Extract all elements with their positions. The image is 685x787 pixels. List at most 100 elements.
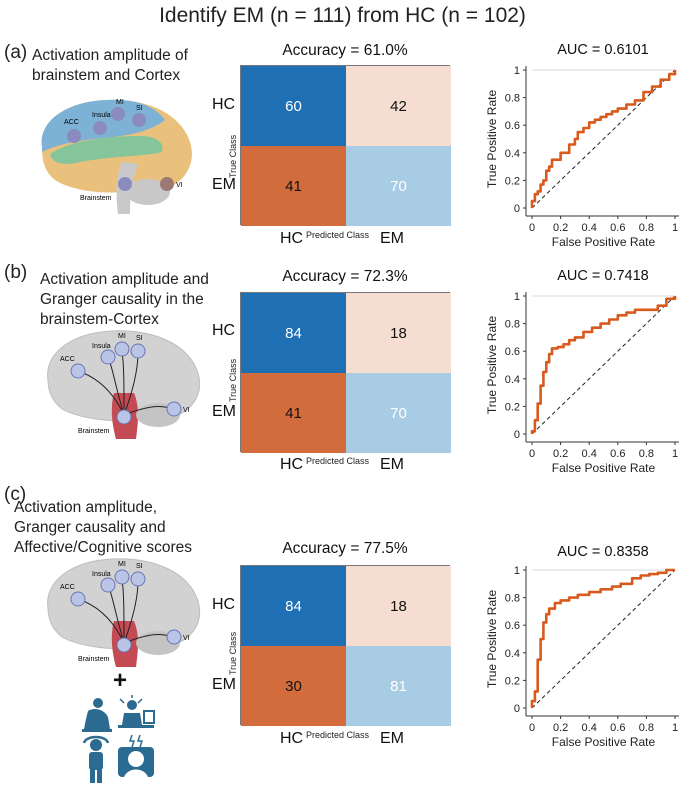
y-tick-label: 1 xyxy=(514,65,520,77)
y-tick-label: 1 xyxy=(514,291,520,303)
label-acc: ACC xyxy=(64,119,79,126)
roc-curve xyxy=(530,70,677,208)
vi-node-icon xyxy=(166,401,182,417)
x-tick-label: 1 xyxy=(672,722,678,734)
x-tick-label: 0.2 xyxy=(553,722,568,734)
label-brainstem: Brainstem xyxy=(78,428,110,435)
y-tick-label: 0.2 xyxy=(505,175,520,187)
cm-cell: 70 xyxy=(346,146,451,226)
anxious-person-icon xyxy=(82,735,110,783)
x-tick-label: 0.6 xyxy=(610,222,625,234)
col-label-em: EM xyxy=(380,230,404,247)
x-tick-label: 0.8 xyxy=(639,448,654,460)
y-tick-label: 0.2 xyxy=(505,401,520,413)
cm-cell: 18 xyxy=(346,566,451,646)
label-si: SI xyxy=(136,563,143,570)
cm-cell: 81 xyxy=(346,646,451,726)
y-tick-label: 0.6 xyxy=(505,346,520,358)
y-axis-label: True Class xyxy=(228,358,238,402)
y-tick-label: 0.4 xyxy=(505,374,520,386)
roc-x-axis-title: False Positive Rate xyxy=(552,735,656,749)
label-vi: VI xyxy=(183,635,190,642)
roc-x-axis-title: False Positive Rate xyxy=(552,235,656,249)
acc-node-icon xyxy=(70,591,86,607)
cm-cell: 18 xyxy=(346,293,451,373)
accuracy-title-a: Accuracy = 61.0% xyxy=(282,42,408,59)
roc-x-axis-title: False Positive Rate xyxy=(552,461,656,475)
overloaded-brain-icon xyxy=(118,734,154,777)
label-acc: ACC xyxy=(60,356,75,363)
col-label-em: EM xyxy=(380,456,404,473)
panel-b-desc-line: Activation amplitude and xyxy=(40,271,209,288)
x-axis-label: Predicted Class xyxy=(306,456,370,466)
brain-diagram-c: MI SI ACC Insula VI Brainstem xyxy=(47,558,200,667)
roc-y-axis-title: True Positive Rate xyxy=(485,590,499,689)
row-label-em: EM xyxy=(212,403,236,420)
panel-c-desc-line: Affective/Cognitive scores xyxy=(14,539,193,556)
row-label-hc: HC xyxy=(212,96,236,113)
label-acc: ACC xyxy=(60,584,75,591)
y-tick-label: 0 xyxy=(514,703,520,715)
label-si: SI xyxy=(136,335,143,342)
x-tick-label: 0 xyxy=(529,222,535,234)
brainstem-node-icon xyxy=(116,637,132,653)
label-brainstem: Brainstem xyxy=(80,195,112,202)
insula-node-icon xyxy=(100,349,116,365)
roc-chart-c: 00 0.2 0.2 0.4 0.4 0.6 0.6 0.8 0.8 1 1 False Positi… xyxy=(485,565,679,749)
panel-c-desc-line: Granger causality and xyxy=(14,519,166,536)
cm-cell: 84 xyxy=(241,293,346,373)
x-tick-label: 0.8 xyxy=(639,722,654,734)
vi-node-icon xyxy=(160,177,174,191)
y-tick-label: 1 xyxy=(514,565,520,577)
x-tick-label: 0.4 xyxy=(582,448,597,460)
y-tick-label: 0.4 xyxy=(505,148,520,160)
confusion-matrix-b: 84 18 41 70 xyxy=(240,292,451,453)
accuracy-title-b: Accuracy = 72.3% xyxy=(282,268,408,285)
y-tick-label: 0.2 xyxy=(505,675,520,687)
row-label-em: EM xyxy=(212,176,236,193)
y-tick-label: 0 xyxy=(514,429,520,441)
si-node-icon xyxy=(130,571,146,587)
auc-title-a: AUC = 0.6101 xyxy=(557,42,649,58)
mi-node-icon xyxy=(111,107,125,121)
cm-cell: 70 xyxy=(346,373,451,453)
y-tick-label: 0.8 xyxy=(505,593,520,605)
chance-line xyxy=(531,569,676,709)
roc-chart-a: 00 0.2 0.2 0.4 0.4 0.6 0.6 0.8 0.8 1 1 False Positi… xyxy=(485,65,679,249)
panel-c-desc-line: Activation amplitude, xyxy=(14,499,158,516)
vi-node-icon xyxy=(166,629,182,645)
auc-title-c: AUC = 0.8358 xyxy=(557,544,649,560)
x-tick-label: 0.2 xyxy=(553,448,568,460)
x-tick-label: 0.6 xyxy=(610,448,625,460)
panel-letter-a: (a) xyxy=(4,42,28,63)
y-tick-label: 0.4 xyxy=(505,648,520,660)
x-tick-label: 1 xyxy=(672,448,678,460)
insula-node-icon xyxy=(93,121,107,135)
col-label-em: EM xyxy=(380,730,404,747)
panel-b-desc-line: Granger causality in the xyxy=(40,291,204,308)
label-insula: Insula xyxy=(92,571,111,578)
roc-y-axis-title: True Positive Rate xyxy=(485,90,499,189)
si-node-icon xyxy=(132,113,146,127)
x-tick-label: 0 xyxy=(529,448,535,460)
brainstem-node-icon xyxy=(118,177,132,191)
x-tick-label: 0.6 xyxy=(610,722,625,734)
row-label-em: EM xyxy=(212,676,236,693)
y-tick-label: 0.8 xyxy=(505,319,520,331)
auc-title-b: AUC = 0.7418 xyxy=(557,268,649,284)
y-axis-label: True Class xyxy=(228,134,238,178)
label-mi: MI xyxy=(116,99,124,106)
roc-y-axis-title: True Positive Rate xyxy=(485,316,499,415)
insula-node-icon xyxy=(100,577,116,593)
cm-cell: 30 xyxy=(241,646,346,726)
mi-node-icon xyxy=(114,569,130,585)
label-vi: VI xyxy=(183,407,190,414)
x-tick-label: 0.4 xyxy=(582,222,597,234)
panel-a-desc-line: brainstem and Cortex xyxy=(32,67,181,84)
y-tick-label: 0.8 xyxy=(505,93,520,105)
col-label-hc: HC xyxy=(280,456,304,473)
chance-line xyxy=(531,69,676,209)
brain-diagram-a: MI SI ACC Insula VI Brainstem xyxy=(41,99,192,214)
cm-cell: 42 xyxy=(346,66,451,146)
roc-curve xyxy=(530,296,677,434)
